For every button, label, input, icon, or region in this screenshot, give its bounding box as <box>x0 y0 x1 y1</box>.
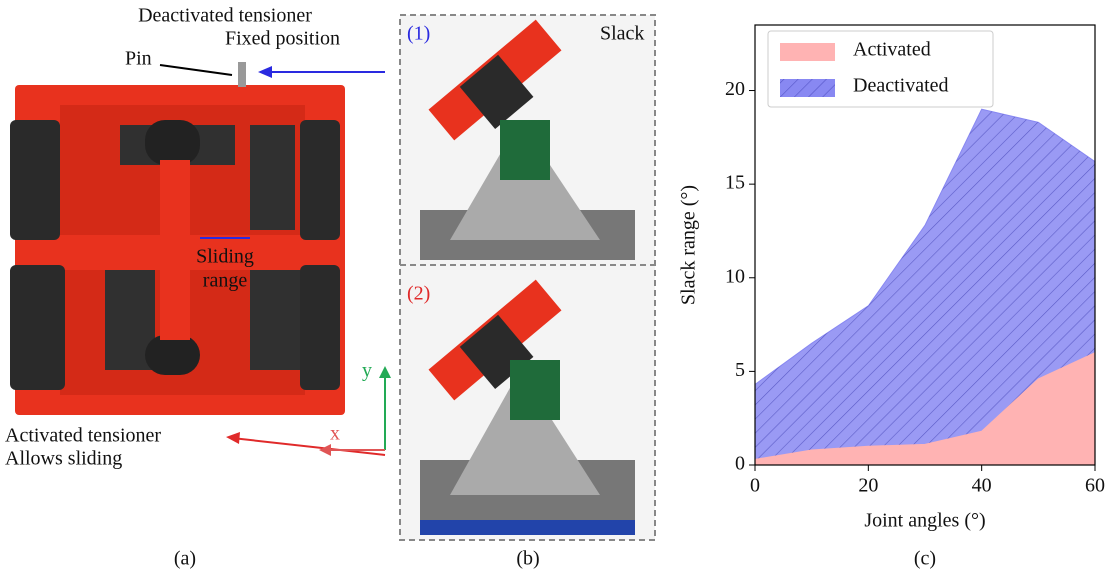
panel-tag: (2) <box>407 283 430 305</box>
legend-label: Deactivated <box>853 75 949 97</box>
y-tick-label: 0 <box>735 453 745 475</box>
annotation: range <box>203 270 248 292</box>
arrow <box>160 65 232 75</box>
annotation: Sliding <box>196 246 254 268</box>
legend-label: Activated <box>853 39 931 61</box>
x-tick-label: 40 <box>972 475 992 497</box>
x-tick-label: 60 <box>1085 475 1105 497</box>
y-tick-label: 15 <box>725 172 745 194</box>
annotation: Allows sliding <box>5 448 122 470</box>
panel-label: (b) <box>516 548 539 570</box>
arrow-head <box>319 444 331 456</box>
arrow-head <box>258 66 272 78</box>
axis-name: y <box>362 360 372 382</box>
arrow-head <box>379 366 391 378</box>
x-axis-label: Joint angles (°) <box>864 510 985 532</box>
panel-tag: (1) <box>407 23 430 45</box>
annotation: Slack <box>600 23 644 45</box>
panel-label: (a) <box>174 548 196 570</box>
y-tick-label: 20 <box>725 78 745 100</box>
chart: 0 20 40 60 0 5 10 15 20 Activated Deactivated <box>725 25 1105 497</box>
annotation: Deactivated tensioner <box>138 5 312 27</box>
annotation: Fixed position <box>225 28 340 50</box>
y-tick-label: 5 <box>735 359 745 381</box>
device-photo <box>10 62 345 415</box>
legend-swatch <box>780 43 835 61</box>
x-tick-label: 0 <box>750 475 760 497</box>
arrow-head <box>226 432 240 444</box>
figure: Deactivated tensioner Fixed position Pin… <box>0 0 1115 580</box>
annotation: Pin <box>125 48 152 70</box>
annotation: Activated tensioner <box>5 425 161 447</box>
x-tick-label: 20 <box>858 475 878 497</box>
axis-name: x <box>330 423 340 445</box>
panel-label: (c) <box>914 548 936 570</box>
y-tick-label: 10 <box>725 265 745 287</box>
arrow <box>232 438 385 455</box>
legend-swatch-hatch <box>780 79 835 97</box>
y-axis-label: Slack range (°) <box>678 185 700 305</box>
photo-panel <box>400 15 655 540</box>
